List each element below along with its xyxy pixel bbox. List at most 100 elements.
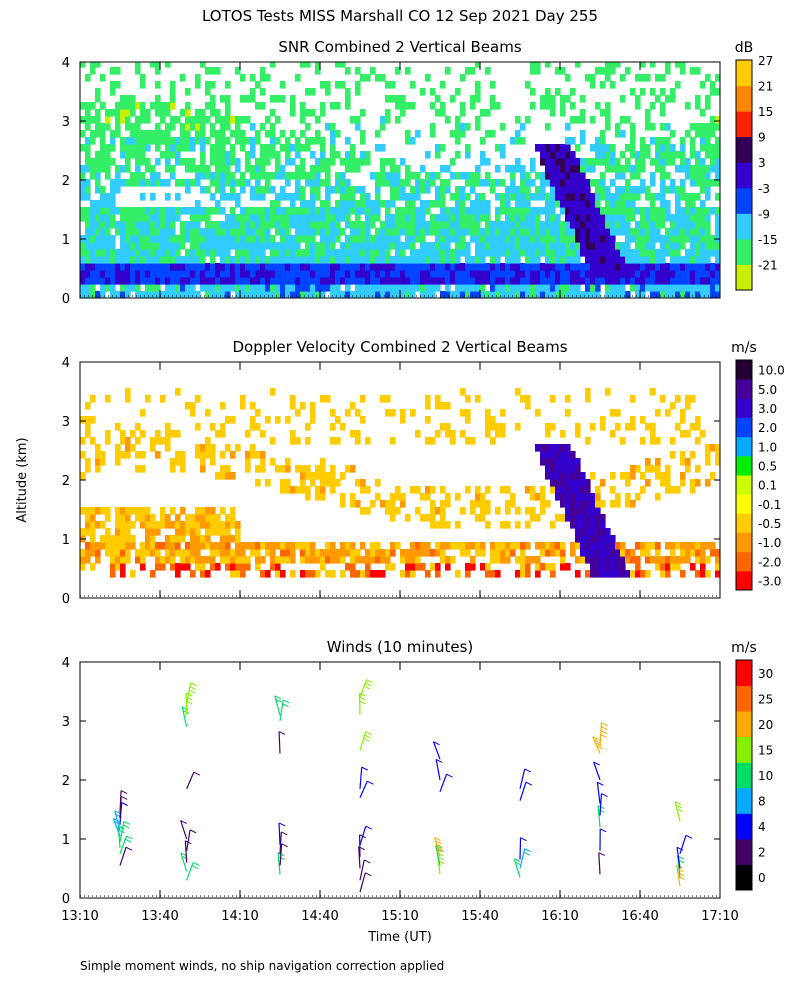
- snr-cell: [285, 172, 291, 180]
- snr-cell: [695, 130, 701, 138]
- snr-cell: [135, 277, 141, 285]
- snr-cell: [220, 242, 226, 250]
- doppler-cell: [220, 535, 226, 543]
- doppler-cell: [195, 395, 201, 403]
- doppler-cell: [665, 486, 671, 494]
- snr-cell: [310, 256, 316, 264]
- snr-cell: [655, 144, 661, 152]
- snr-cell: [710, 158, 716, 166]
- doppler-cell: [345, 542, 351, 550]
- snr-cell: [350, 256, 356, 264]
- snr-cell: [665, 172, 671, 180]
- doppler-cell: [250, 402, 256, 410]
- snr-cell: [470, 172, 476, 180]
- doppler-cell: [125, 388, 131, 396]
- doppler-cell: [595, 563, 601, 571]
- snr-cell: [575, 144, 581, 152]
- snr-cell: [655, 214, 661, 222]
- snr-cell: [385, 277, 391, 285]
- snr-cell: [230, 172, 236, 180]
- figure-title: LOTOS Tests MISS Marshall CO 12 Sep 2021…: [202, 7, 598, 25]
- snr-cell: [620, 249, 626, 257]
- snr-cell: [165, 270, 171, 278]
- doppler-cell: [570, 458, 576, 466]
- snr-cell: [570, 263, 576, 271]
- doppler-cell: [445, 500, 451, 508]
- snr-cell: [475, 235, 481, 243]
- snr-cell: [225, 263, 231, 271]
- snr-cell: [250, 95, 256, 103]
- snr-cell: [430, 214, 436, 222]
- snr-cell: [610, 277, 616, 285]
- snr-cell: [455, 116, 461, 124]
- snr-cell: [680, 284, 686, 292]
- snr-cell: [410, 228, 416, 236]
- snr-cell: [560, 109, 566, 117]
- snr-cell: [255, 158, 261, 166]
- snr-cell: [310, 228, 316, 236]
- snr-cell: [320, 214, 326, 222]
- snr-cell: [555, 228, 561, 236]
- doppler-cell: [125, 556, 131, 564]
- snr-cell: [550, 151, 556, 159]
- snr-cell: [275, 291, 281, 298]
- snr-cell: [135, 270, 141, 278]
- doppler-cell: [105, 528, 111, 536]
- snr-cell: [490, 263, 496, 271]
- snr-cell: [180, 291, 186, 298]
- snr-cell: [555, 158, 561, 166]
- snr-cell: [215, 67, 221, 75]
- snr-cell: [635, 221, 641, 229]
- snr-cell: [470, 256, 476, 264]
- colorbar-swatch: [736, 838, 752, 865]
- doppler-cell: [565, 563, 571, 571]
- snr-cell: [475, 270, 481, 278]
- snr-cell: [695, 179, 701, 187]
- doppler-cell: [480, 563, 486, 571]
- doppler-cell: [365, 570, 371, 578]
- doppler-cell: [225, 472, 231, 480]
- doppler-cell: [610, 409, 616, 417]
- snr-cell: [625, 242, 631, 250]
- snr-cell: [420, 242, 426, 250]
- doppler-cell: [125, 437, 131, 445]
- doppler-cell: [515, 521, 521, 529]
- x-tick-label: 13:40: [141, 909, 178, 924]
- snr-cell: [685, 249, 691, 257]
- snr-cell: [565, 228, 571, 236]
- snr-cell: [330, 263, 336, 271]
- snr-cell: [220, 291, 226, 298]
- snr-cell: [440, 249, 446, 257]
- snr-cell: [530, 67, 536, 75]
- doppler-cell: [240, 556, 246, 564]
- snr-cell: [190, 179, 196, 187]
- snr-cell: [370, 256, 376, 264]
- doppler-cell: [395, 486, 401, 494]
- doppler-cell: [590, 472, 596, 480]
- snr-cell: [460, 249, 466, 257]
- snr-cell: [715, 179, 720, 187]
- doppler-cell: [610, 535, 616, 543]
- snr-cell: [680, 137, 686, 145]
- snr-cell: [415, 277, 421, 285]
- snr-cell: [535, 207, 541, 215]
- snr-cell: [375, 186, 381, 194]
- snr-cell: [350, 116, 356, 124]
- doppler-cell: [425, 493, 431, 501]
- snr-cell: [515, 207, 521, 215]
- doppler-cell: [100, 542, 106, 550]
- snr-cell: [125, 284, 131, 292]
- doppler-cell: [595, 570, 601, 578]
- snr-cell: [615, 214, 621, 222]
- snr-cell: [115, 270, 121, 278]
- doppler-cell: [570, 479, 576, 487]
- snr-cell: [160, 102, 166, 110]
- snr-cell: [175, 235, 181, 243]
- snr-cell: [520, 207, 526, 215]
- doppler-cell: [580, 500, 586, 508]
- snr-cell: [405, 207, 411, 215]
- snr-cell: [395, 102, 401, 110]
- snr-cell: [180, 158, 186, 166]
- snr-cell: [85, 144, 91, 152]
